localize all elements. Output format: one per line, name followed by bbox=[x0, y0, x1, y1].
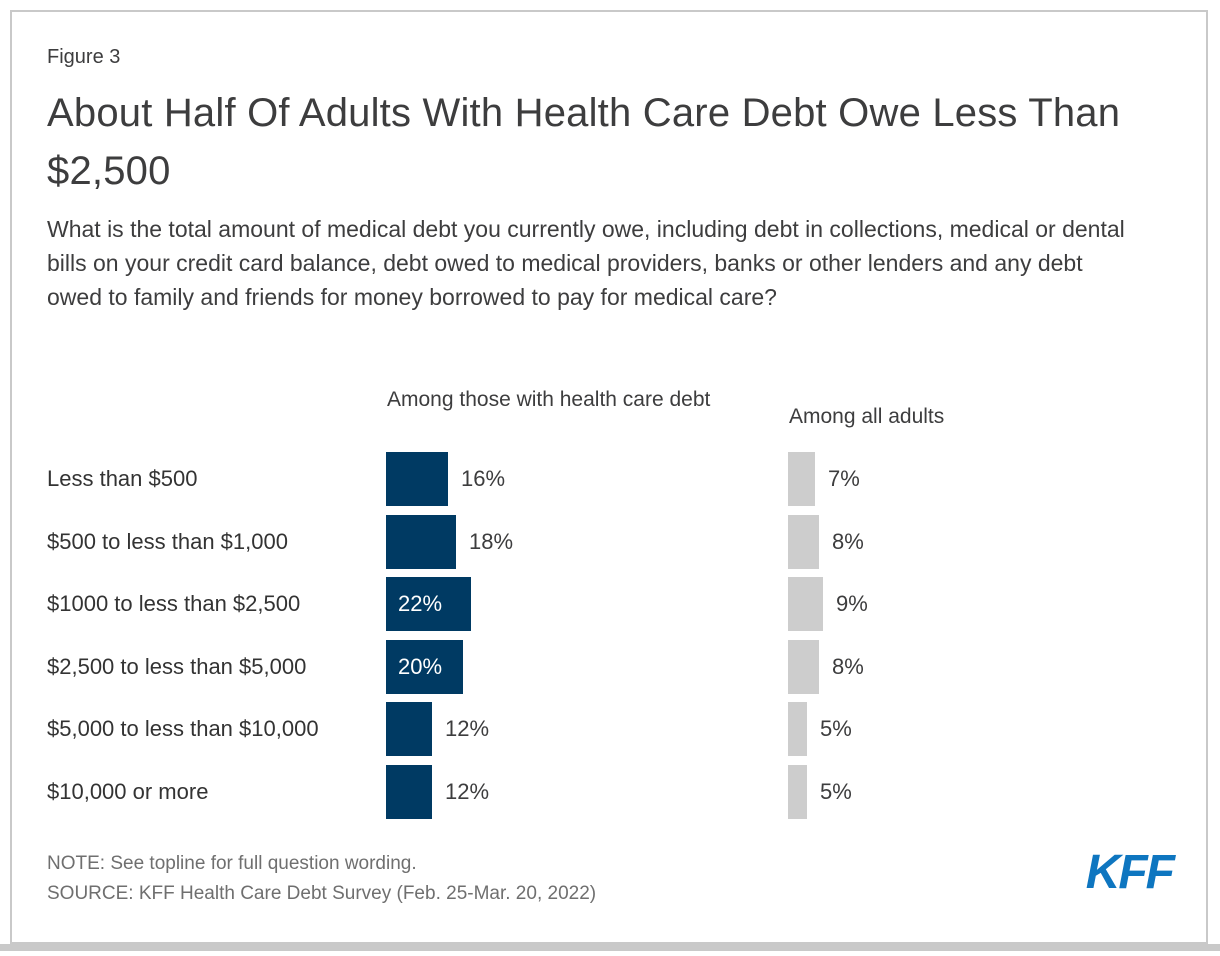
adults-bar-value: 9% bbox=[836, 591, 868, 616]
debt-bar bbox=[386, 702, 432, 756]
debt-bar-cell: 12% bbox=[386, 764, 490, 819]
debt-bar bbox=[386, 452, 448, 506]
category-label: $5,000 to less than $10,000 bbox=[47, 716, 319, 742]
adults-bar bbox=[788, 764, 807, 819]
category-label: $10,000 or more bbox=[47, 778, 209, 804]
debt-bar-value: 12% bbox=[445, 716, 490, 741]
note-text: NOTE: See topline for full question word… bbox=[47, 853, 417, 874]
debt-bar-value: 22% bbox=[398, 591, 443, 616]
chart-row: $10,000 or more 12% 5% bbox=[12, 761, 1206, 824]
category-label: $1000 to less than $2,500 bbox=[47, 591, 301, 617]
adults-bar bbox=[788, 452, 815, 506]
debt-bar bbox=[386, 764, 432, 819]
source-text: SOURCE: KFF Health Care Debt Survey (Feb… bbox=[47, 883, 597, 904]
chart-row: $500 to less than $1,000 18% 8% bbox=[12, 511, 1206, 574]
debt-bar bbox=[386, 514, 456, 569]
bottom-divider bbox=[0, 944, 1220, 951]
debt-bar-cell: 16% bbox=[386, 452, 505, 506]
adults-bar-value: 8% bbox=[832, 528, 864, 554]
adults-bar bbox=[788, 514, 819, 569]
survey-question-text: What is the total amount of medical debt… bbox=[47, 216, 1125, 310]
adults-bar-value: 5% bbox=[820, 716, 852, 741]
adults-bar bbox=[788, 639, 819, 694]
adults-bar-cell: 8% bbox=[788, 639, 864, 694]
debt-bar-cell: 18% bbox=[386, 514, 514, 569]
debt-bar-value: 12% bbox=[445, 778, 490, 804]
debt-bar-cell: 22% bbox=[386, 577, 471, 631]
adults-bar-cell: 5% bbox=[788, 702, 852, 756]
adults-bar bbox=[788, 702, 807, 756]
debt-bar-value: 20% bbox=[398, 653, 443, 679]
adults-bar-cell: 7% bbox=[788, 452, 860, 506]
debt-bar-value: 16% bbox=[461, 466, 506, 491]
debt-bar bbox=[386, 639, 463, 694]
chart-row: $2,500 to less than $5,000 20% 8% bbox=[12, 636, 1206, 699]
category-label: Less than $500 bbox=[47, 466, 198, 492]
category-label: $500 to less than $1,000 bbox=[47, 528, 288, 554]
kff-logo: KFF bbox=[1085, 846, 1175, 899]
category-label: $2,500 to less than $5,000 bbox=[47, 653, 307, 679]
bar-chart: Less than $500 16% 7% $500 to less than … bbox=[12, 448, 1206, 823]
adults-bar-cell: 5% bbox=[788, 764, 852, 819]
debt-bar bbox=[386, 577, 471, 631]
adults-bar-value: 5% bbox=[820, 778, 852, 804]
chart-row: Less than $500 16% 7% bbox=[12, 448, 1206, 511]
adults-bar-value: 8% bbox=[832, 653, 864, 679]
chart-row: $5,000 to less than $10,000 12% 5% bbox=[12, 698, 1206, 761]
debt-bar-cell: 12% bbox=[386, 702, 489, 756]
adults-bar-cell: 9% bbox=[788, 577, 868, 631]
page-title: About Half Of Adults With Health Care De… bbox=[47, 91, 1121, 193]
debt-bar-cell: 20% bbox=[386, 639, 463, 694]
column-header-debt: Among those with health care debt bbox=[387, 388, 711, 411]
figure-card: Figure 3 About Half Of Adults With Healt… bbox=[10, 10, 1208, 944]
debt-bar-value: 18% bbox=[469, 528, 514, 554]
adults-bar-value: 7% bbox=[828, 466, 860, 491]
adults-bar-cell: 8% bbox=[788, 514, 864, 569]
chart-row: $1000 to less than $2,500 22% 9% bbox=[12, 573, 1206, 636]
adults-bar bbox=[788, 577, 823, 631]
column-header-adults: Among all adults bbox=[789, 405, 945, 428]
figure-label: Figure 3 bbox=[47, 46, 121, 68]
